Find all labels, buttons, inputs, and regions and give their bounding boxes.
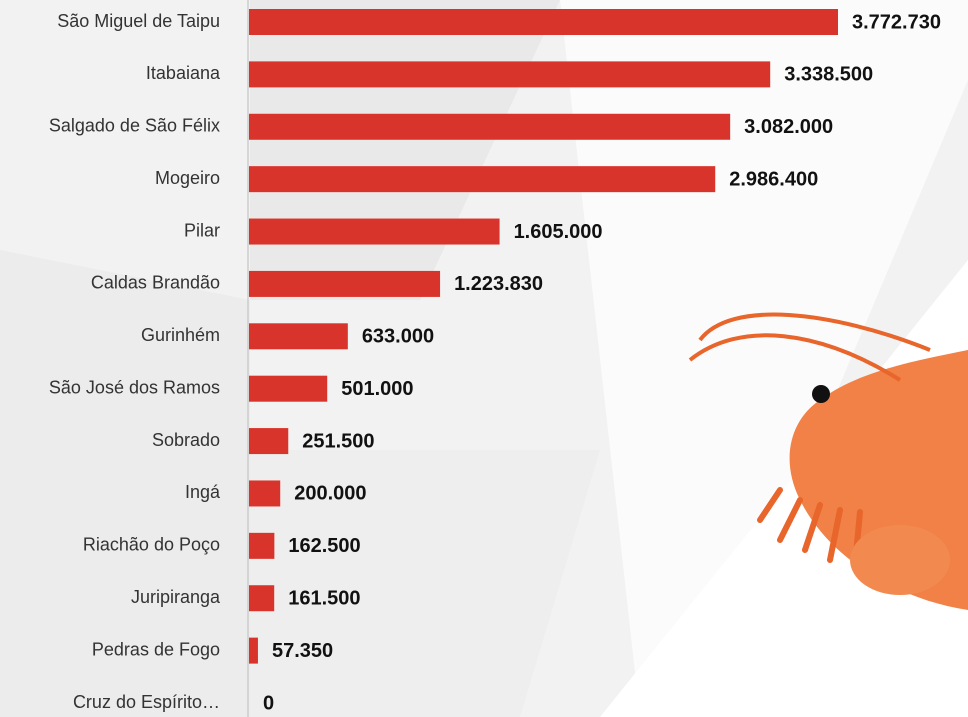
value-label: 3.772.730 bbox=[852, 11, 941, 33]
category-label: Juripiranga bbox=[131, 587, 221, 607]
value-label: 633.000 bbox=[362, 326, 434, 348]
value-label: 1.605.000 bbox=[514, 221, 603, 243]
bar bbox=[249, 428, 288, 454]
category-label: Sobrado bbox=[152, 430, 220, 450]
value-label: 3.338.500 bbox=[784, 64, 873, 86]
category-label: Riachão do Poço bbox=[83, 535, 220, 555]
category-label: Gurinhém bbox=[141, 325, 220, 345]
bar bbox=[249, 323, 348, 349]
category-label: São José dos Ramos bbox=[49, 377, 220, 397]
value-label: 3.082.000 bbox=[744, 116, 833, 138]
value-label: 162.500 bbox=[288, 535, 360, 557]
bar bbox=[249, 533, 274, 559]
bar bbox=[249, 61, 770, 87]
bar bbox=[249, 9, 838, 35]
category-label: Cruz do Espírito… bbox=[73, 692, 220, 712]
background-decoration bbox=[0, 0, 968, 717]
category-label: Itabaiana bbox=[146, 63, 221, 83]
bar bbox=[249, 376, 327, 402]
bar bbox=[249, 480, 280, 506]
value-label: 2.986.400 bbox=[729, 168, 818, 190]
value-label: 0 bbox=[263, 692, 274, 714]
category-label: Salgado de São Félix bbox=[49, 116, 220, 136]
category-label: Pedras de Fogo bbox=[92, 639, 220, 659]
bar bbox=[249, 166, 715, 192]
value-label: 1.223.830 bbox=[454, 273, 543, 295]
category-label: Mogeiro bbox=[155, 168, 220, 188]
chart: São Miguel de Taipu 3.772.730 Itabaiana 3.3… bbox=[0, 0, 968, 717]
bar bbox=[249, 638, 258, 664]
value-label: 501.000 bbox=[341, 378, 413, 400]
bar bbox=[249, 114, 730, 140]
category-label: Ingá bbox=[185, 482, 221, 502]
bar bbox=[249, 271, 440, 297]
bar bbox=[249, 219, 500, 245]
value-label: 57.350 bbox=[272, 640, 333, 662]
category-label: Caldas Brandão bbox=[91, 273, 220, 293]
category-label: São Miguel de Taipu bbox=[57, 11, 220, 31]
page: {"chart_data": {"type": "bar", "orientat… bbox=[0, 0, 968, 717]
value-label: 161.500 bbox=[288, 588, 360, 610]
category-label: Pilar bbox=[184, 220, 220, 240]
value-label: 251.500 bbox=[302, 430, 374, 452]
value-label: 200.000 bbox=[294, 483, 366, 505]
bar bbox=[249, 585, 274, 611]
